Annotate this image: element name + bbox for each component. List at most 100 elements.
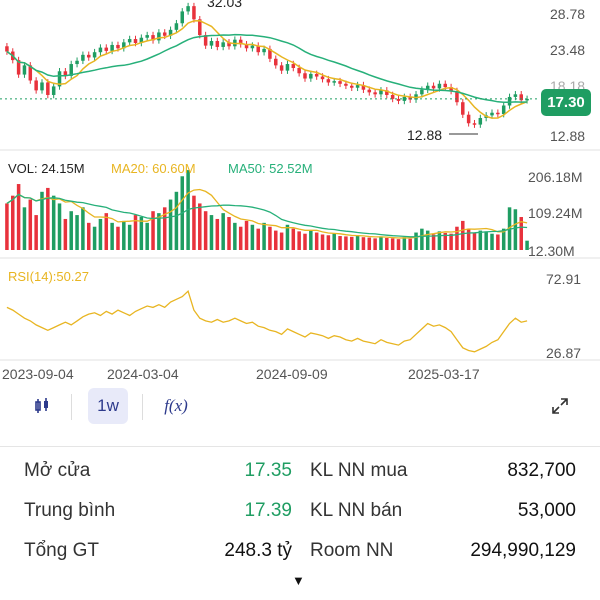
- volume-bar: [385, 237, 389, 250]
- price-ma-fast-line: [6, 20, 528, 119]
- expand-icon[interactable]: [540, 388, 580, 424]
- chart-toolbar: 1w f(x): [0, 388, 600, 428]
- time-axis-label: 2024-03-04: [107, 366, 179, 382]
- rsi-line: [6, 290, 528, 353]
- volume-bar: [490, 233, 494, 250]
- volume-ma20-line: [6, 188, 528, 239]
- volume-bar: [127, 224, 132, 250]
- volume-bar: [5, 203, 9, 250]
- volume-bar: [332, 233, 336, 250]
- candle-body: [431, 85, 436, 89]
- volume-bar: [75, 215, 79, 250]
- volume-bar: [379, 236, 383, 250]
- candle-body: [466, 114, 471, 124]
- volume-bar: [291, 228, 296, 250]
- candle-body: [332, 81, 336, 83]
- volume-bar: [309, 230, 313, 250]
- candle-body: [519, 94, 523, 101]
- candle-body: [513, 94, 518, 97]
- volume-bar: [86, 222, 91, 250]
- stats-row: Tổng GT 248.3 tỷ Room NN 294,990,129: [0, 532, 600, 572]
- candle-body: [63, 71, 68, 76]
- candle-body: [256, 45, 260, 53]
- volume-bar: [227, 217, 231, 250]
- expand-caret-icon[interactable]: ▼: [292, 573, 305, 588]
- buy-value: 832,700: [507, 460, 576, 481]
- time-axis-label: 2024-09-09: [256, 366, 328, 382]
- candle-body: [98, 47, 103, 53]
- interval-button[interactable]: 1w: [88, 388, 128, 424]
- volume-bar: [51, 195, 56, 250]
- volume-bar: [455, 226, 459, 250]
- high-marker-label: 32.03: [207, 0, 243, 10]
- volume-bar: [198, 203, 202, 250]
- volume-axis-label: 12.30M: [528, 243, 575, 259]
- room-value: 294,990,129: [470, 540, 576, 561]
- volume-bar: [116, 226, 120, 250]
- volume-bar: [484, 231, 488, 250]
- candle-body: [472, 123, 477, 125]
- volume-bar: [221, 213, 225, 250]
- volume-bar: [496, 234, 500, 250]
- candle-body: [285, 64, 290, 71]
- candle-body: [162, 32, 167, 36]
- volume-axis-label: 109.24M: [528, 205, 583, 221]
- volume-bar: [238, 226, 243, 250]
- candle-body: [396, 98, 401, 101]
- volume-bar: [122, 220, 126, 250]
- candle-body: [443, 83, 448, 88]
- rsi-axis-label: 26.87: [546, 345, 582, 361]
- volume-bar: [326, 235, 331, 250]
- candle-body: [28, 65, 33, 81]
- volume-bar: [414, 232, 418, 250]
- candle-body: [215, 41, 220, 47]
- volume-bar: [151, 211, 155, 250]
- volume-bar: [431, 234, 436, 250]
- stock-chart[interactable]: [0, 0, 600, 390]
- volume-bar: [256, 228, 260, 250]
- volume-bar: [40, 191, 44, 250]
- volume-bar: [250, 224, 255, 250]
- volume-bar: [92, 226, 97, 250]
- rsi-label: RSI(14):50.27: [8, 269, 89, 284]
- candle-body: [180, 11, 185, 24]
- stats-row: Trung bình 17.39 KL NN bán 53,000: [0, 492, 600, 532]
- candle-body: [449, 87, 453, 92]
- volume-bar: [373, 238, 377, 250]
- candle-body: [192, 6, 196, 20]
- candle-body: [75, 60, 79, 65]
- candle-body: [385, 90, 389, 95]
- candle-body: [81, 54, 85, 61]
- candle-body: [390, 94, 395, 99]
- candlestick-icon[interactable]: [22, 388, 62, 424]
- volume-bar: [57, 203, 62, 250]
- candle-body: [151, 35, 155, 41]
- toolbar-divider: [142, 394, 143, 420]
- volume-bar: [285, 224, 290, 250]
- volume-bar: [420, 228, 424, 250]
- candle-body: [221, 42, 225, 47]
- volume-bar: [425, 230, 430, 250]
- candle-body: [425, 85, 430, 90]
- volume-bar: [16, 184, 21, 250]
- indicator-button[interactable]: f(x): [164, 396, 188, 415]
- candle-body: [16, 60, 21, 75]
- candle-body: [268, 48, 272, 59]
- volume-bar: [466, 228, 471, 250]
- price-axis-label: 23.48: [550, 42, 586, 58]
- candle-body: [227, 42, 231, 47]
- avg-value: 17.39: [244, 500, 292, 521]
- avg-label: Trung bình: [24, 500, 116, 521]
- volume-bar: [104, 213, 109, 250]
- volume-bar: [34, 215, 38, 250]
- volume-bar: [215, 218, 220, 250]
- candle-body: [379, 90, 383, 95]
- candle-body: [525, 98, 529, 101]
- candle-body: [367, 89, 372, 93]
- candle-body: [349, 85, 354, 88]
- low-marker-label: 12.88: [407, 127, 443, 143]
- candle-body: [244, 44, 249, 49]
- volume-bar: [361, 237, 366, 250]
- volume-bar: [233, 222, 237, 250]
- volume-bar: [192, 195, 196, 250]
